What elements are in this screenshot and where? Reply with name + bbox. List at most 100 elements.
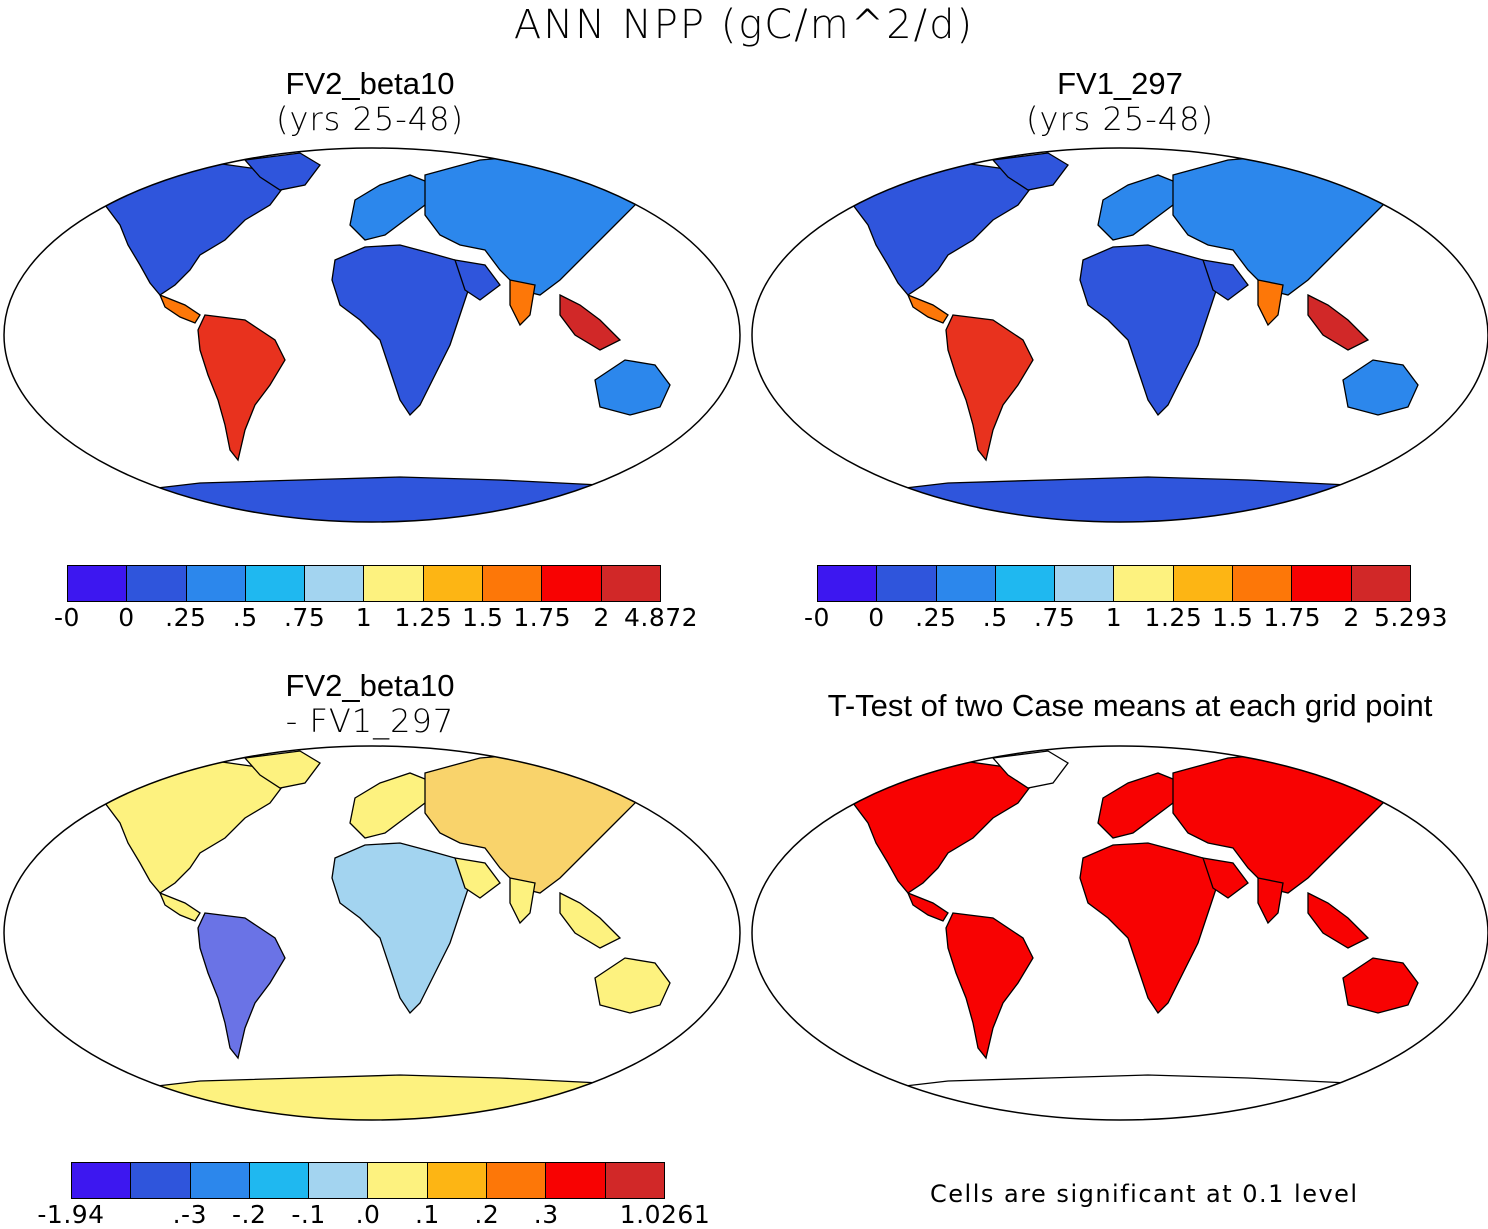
colorbar-swatch <box>605 1163 664 1198</box>
land-antarctica <box>139 1074 621 1120</box>
land-europe <box>1097 174 1179 241</box>
colorbar-tick-label: -0 <box>804 603 830 632</box>
map-panel4 <box>751 745 1488 1121</box>
land-greenland <box>991 750 1069 789</box>
land-arabia <box>1202 259 1249 301</box>
colorbar-swatch <box>1173 566 1234 601</box>
land-camerica <box>158 891 201 922</box>
colorbar-swatch <box>423 566 484 601</box>
colorbar-swatch <box>305 566 365 601</box>
colorbar-tick-label: 2 <box>593 603 610 632</box>
land-india <box>1257 279 1284 327</box>
colorbar-swatch <box>68 566 128 601</box>
colorbar-tick-label: .0 <box>355 1200 381 1229</box>
colorbar-swatch <box>368 1163 428 1198</box>
land-camerica <box>906 891 949 922</box>
significance-note: Cells are significant at 0.1 level <box>930 1180 1359 1208</box>
colorbar-tick-label: 0 <box>868 603 885 632</box>
land-samerica <box>197 912 286 1060</box>
colorbar-tick-label: .2 <box>474 1200 500 1229</box>
panel3-title: FV2_beta10 <box>285 668 455 703</box>
land-nz <box>689 418 711 447</box>
colorbar-tick-label: -.2 <box>232 1200 267 1229</box>
land-africa <box>331 842 471 1015</box>
land-panel4 <box>842 750 1459 1120</box>
panel4-title: T-Test of two Case means at each grid po… <box>827 688 1433 723</box>
land-india <box>1257 877 1284 925</box>
land-panel1 <box>94 152 711 522</box>
colorbar-tick-label: 2 <box>1343 603 1360 632</box>
land-africa <box>1079 842 1219 1015</box>
land-greenland <box>243 152 321 191</box>
map-panel2 <box>751 147 1488 523</box>
colorbar-tick-label: .25 <box>915 603 957 632</box>
land-namerica <box>94 162 286 296</box>
colorbar-tick-label: 1.75 <box>1263 603 1322 632</box>
colorbar-swatch <box>487 1163 547 1198</box>
colorbar-tick-label: 1 <box>1105 603 1123 632</box>
colorbar-swatch <box>364 566 424 601</box>
colorbar-tick-label: 0 <box>118 603 135 632</box>
colorbar-tick-label: .5 <box>232 603 258 632</box>
land-africa <box>331 244 471 417</box>
land-arabia <box>1202 857 1249 899</box>
land-seasia <box>559 891 622 949</box>
colorbar-tick-label: -1.94 <box>37 1200 105 1229</box>
panel1-title: FV2_beta10 <box>285 66 455 101</box>
land-seasia <box>1307 891 1370 949</box>
land-camerica <box>158 293 201 324</box>
colorbar-tick-label: -.1 <box>291 1200 326 1229</box>
colorbar-swatch <box>601 566 660 601</box>
land-nz <box>689 1016 711 1045</box>
colorbar-tick-label: .-3 <box>172 1200 207 1229</box>
colorbar-tick-label: -0 <box>54 603 80 632</box>
land-panel3 <box>94 750 711 1120</box>
colorbar-swatch <box>72 1163 132 1198</box>
colorbar-tick-label: 1.25 <box>1144 603 1203 632</box>
panel2-title: FV1_297 <box>1057 66 1183 101</box>
colorbar-swatch <box>127 566 187 601</box>
land-namerica <box>94 760 286 894</box>
colorbar-swatch <box>427 1163 488 1198</box>
land-samerica <box>197 314 286 462</box>
colorbar-tick-label: .25 <box>165 603 207 632</box>
colorbar-tick-label: .5 <box>982 603 1008 632</box>
map-panel3 <box>3 745 741 1121</box>
colorbar-panel3 <box>71 1162 665 1199</box>
land-camerica <box>906 293 949 324</box>
land-australia <box>594 359 671 416</box>
colorbar-swatch <box>542 566 602 601</box>
land-arabia <box>454 259 501 301</box>
land-europe <box>349 772 431 839</box>
land-europe <box>349 174 431 241</box>
land-panel2 <box>842 152 1459 522</box>
land-nz <box>1437 418 1459 447</box>
colorbar-swatch <box>249 1163 310 1198</box>
colorbar-tick-label: 1 <box>355 603 373 632</box>
colorbar-swatch <box>818 566 878 601</box>
land-europe <box>1097 772 1179 839</box>
colorbar-tick-label: 5.293 <box>1373 603 1449 632</box>
land-arabia <box>454 857 501 899</box>
land-greenland <box>243 750 321 789</box>
colorbar-swatch <box>245 566 306 601</box>
colorbar-tick-label: 1.75 <box>513 603 572 632</box>
colorbar-swatch <box>877 566 937 601</box>
colorbar-swatch <box>546 1163 606 1198</box>
land-africa <box>1079 244 1219 417</box>
land-australia <box>1342 359 1419 416</box>
colorbar-swatch <box>131 1163 191 1198</box>
land-seasia <box>559 293 622 351</box>
land-greenland <box>991 152 1069 191</box>
map-panel1 <box>3 147 741 523</box>
colorbar-panel1 <box>67 565 661 602</box>
colorbar-tick-label: 1.25 <box>394 603 453 632</box>
land-antarctica <box>887 476 1369 522</box>
colorbar-swatch <box>1055 566 1115 601</box>
colorbar-swatch <box>1233 566 1293 601</box>
land-namerica <box>842 760 1034 894</box>
land-india <box>509 279 536 327</box>
land-australia <box>1342 957 1419 1014</box>
land-india <box>509 877 536 925</box>
panel3-subtitle: - FV1_297 <box>285 702 455 740</box>
